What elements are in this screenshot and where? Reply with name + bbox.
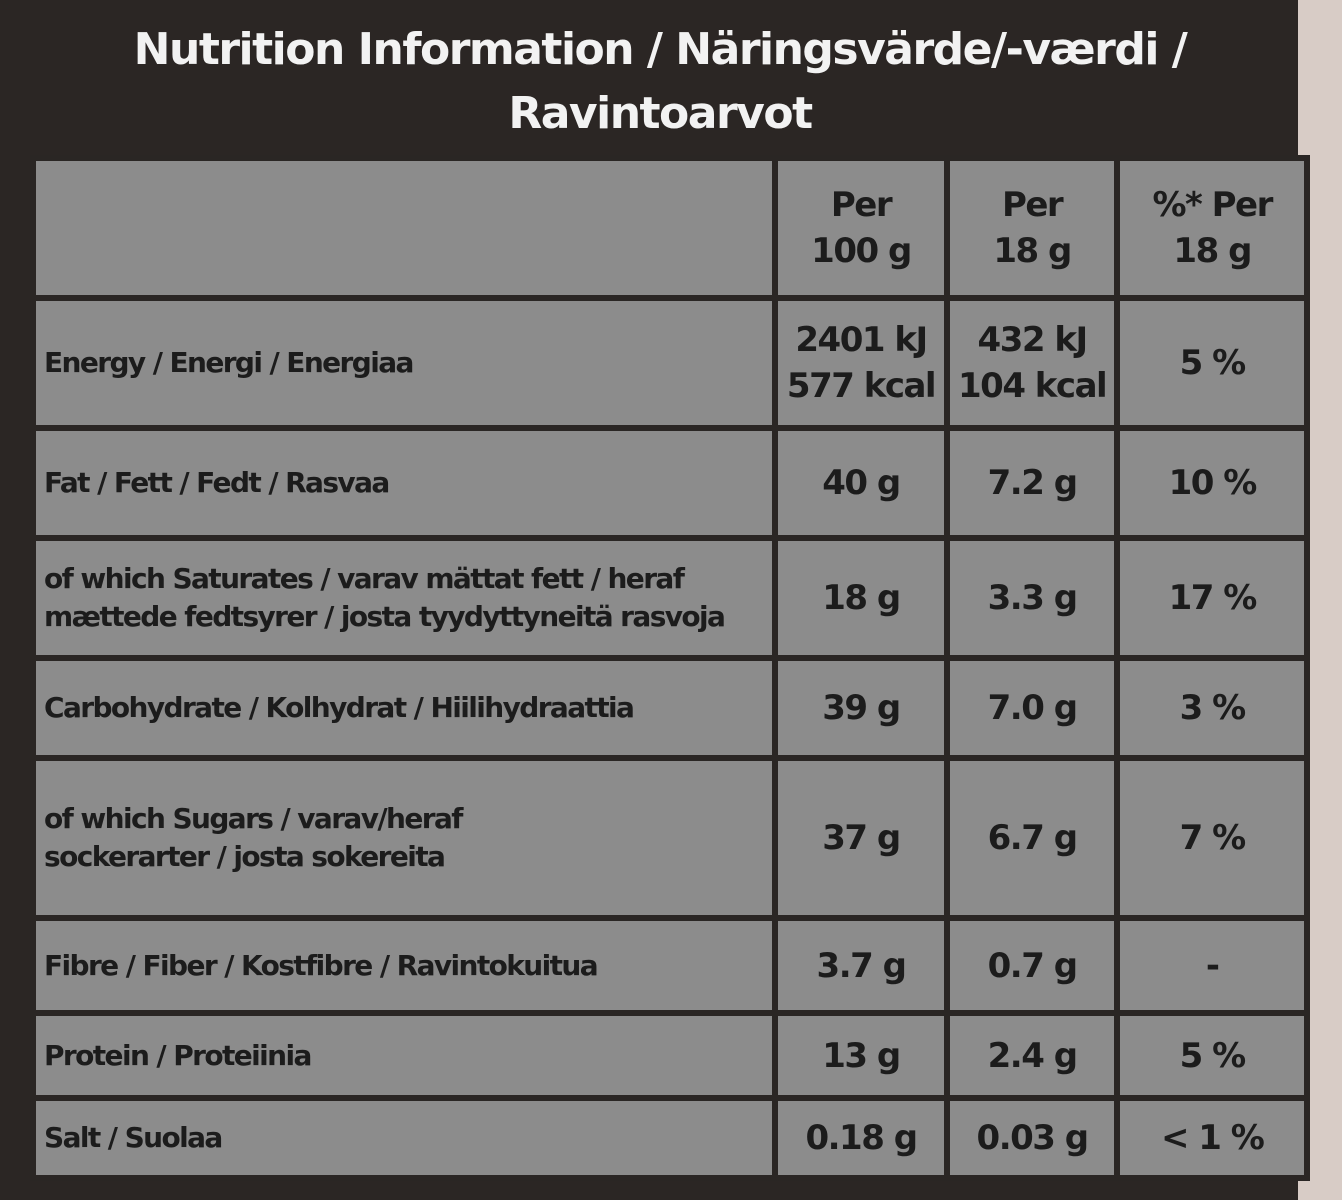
nutrient-value: 0.03 g: [943, 1095, 1121, 1181]
value-text: 0.7 g: [987, 945, 1078, 986]
nutrient-value: 13 g: [772, 1010, 950, 1101]
nutrient-name: Salt / Suolaa: [30, 1095, 778, 1181]
value-text: 37 g: [822, 818, 901, 858]
nutrient-value: 0.18 g: [772, 1095, 950, 1181]
nutrient-row: of which Sugars / varav/heraf sockerarter…: [30, 755, 1311, 921]
nutrient-label: Carbohydrate / Kolhydrat / Hiilihydraatt…: [44, 691, 635, 724]
nutrient-name: Energy / Energi / Energiaa: [30, 295, 778, 431]
header-text: %* Per: [1152, 185, 1273, 225]
header-cell: %* Per 18 g: [1114, 155, 1311, 301]
header-cell: Per 18 g: [943, 155, 1121, 301]
nutrient-value: 5 %: [1114, 295, 1311, 431]
nutrient-row: of which Saturates / varav mättat fett /…: [30, 535, 1311, 661]
header-cell: Per 100 g: [772, 155, 950, 301]
nutrient-name: of which Sugars / varav/heraf sockerarter…: [30, 755, 778, 921]
value-text: 7.0 g: [987, 688, 1078, 728]
header-cell: [30, 155, 778, 301]
nutrient-name: Carbohydrate / Kolhydrat / Hiilihydraatt…: [30, 655, 778, 761]
nutrient-value: 37 g: [772, 755, 950, 921]
nutrient-value: 3 %: [1114, 655, 1311, 761]
value-text: 7 %: [1179, 818, 1247, 858]
header-row: Per 100 g Per 18 g %* Per 18 g: [30, 155, 1311, 301]
nutrient-name: of which Saturates / varav mättat fett /…: [30, 535, 778, 661]
nutrient-value: 7.2 g: [943, 425, 1121, 541]
header-text: 100 g: [811, 231, 912, 271]
title-line: Ravintoarvot: [508, 88, 813, 139]
header-text: Per: [1001, 185, 1064, 225]
nutrient-value: 17 %: [1114, 535, 1311, 661]
nutrient-label: of which Sugars / varav/heraf: [44, 802, 463, 835]
value-text: 39 g: [822, 688, 901, 728]
nutrient-value: 6.7 g: [943, 755, 1121, 921]
nutrient-label: Fibre / Fiber / Kostfibre / Ravintokuitu…: [44, 948, 599, 982]
nutrient-name: Fibre / Fiber / Kostfibre / Ravintokuitu…: [30, 915, 778, 1016]
nutrient-row: Protein / Proteiinia 13 g 2.4 g 5 %: [30, 1010, 1311, 1101]
nutrient-row: Energy / Energi / Energiaa 2401 kJ 577 kca…: [30, 295, 1311, 431]
nutrient-label: Salt / Suolaa: [44, 1121, 223, 1154]
nutrient-value: 18 g: [772, 535, 950, 661]
value-text: 13 g: [822, 1035, 901, 1076]
nutrient-label: mættede fedtsyrer / josta tyydyttyneitä …: [44, 600, 726, 633]
nutrient-value: 432 kJ 104 kcal: [943, 295, 1121, 431]
nutrient-row: Fat / Fett / Fedt / Rasvaa 40 g 7.2 g 10 %: [30, 425, 1311, 541]
nutrient-label: Fat / Fett / Fedt / Rasvaa: [44, 466, 390, 499]
value-text: 40 g: [822, 463, 901, 503]
nutrition-table: Per 100 g Per 18 g %* Per 18 g Energy / Energi…: [30, 155, 1311, 1181]
value-text: 3.3 g: [987, 578, 1078, 618]
value-text: < 1 %: [1160, 1118, 1265, 1158]
nutrient-value: -: [1114, 915, 1311, 1016]
header-text: Per: [830, 185, 893, 225]
value-text: 104 kcal: [958, 366, 1108, 406]
nutrient-label: of which Saturates / varav mättat fett /…: [44, 562, 685, 595]
nutrient-value: < 1 %: [1114, 1095, 1311, 1181]
nutrient-value: 5 %: [1114, 1010, 1311, 1101]
nutrient-value: 10 %: [1114, 425, 1311, 541]
value-text: 577 kcal: [786, 366, 937, 406]
title-line: Nutrition Information / Näringsvärde/-væ…: [133, 24, 1188, 75]
nutrient-label: Energy / Energi / Energiaa: [44, 346, 414, 379]
value-text: 2.4 g: [987, 1035, 1078, 1076]
nutrient-name: Fat / Fett / Fedt / Rasvaa: [30, 425, 778, 541]
value-text: 10 %: [1168, 463, 1258, 503]
header-text: 18 g: [993, 231, 1072, 271]
value-text: 0.18 g: [805, 1118, 918, 1158]
nutrient-name: Protein / Proteiinia: [30, 1010, 778, 1101]
value-text: 7.2 g: [987, 463, 1078, 503]
value-text: 432 kJ: [977, 320, 1089, 360]
value-text: 3 %: [1179, 688, 1247, 728]
value-text: -: [1205, 945, 1220, 986]
nutrient-value: 2401 kJ 577 kcal: [772, 295, 950, 431]
nutrient-value: 3.7 g: [772, 915, 950, 1016]
nutrient-value: 40 g: [772, 425, 950, 541]
nutrient-value: 7 %: [1114, 755, 1311, 921]
nutrient-value: 7.0 g: [943, 655, 1121, 761]
nutrient-label: sockerarter / josta sokereita: [44, 840, 446, 873]
header-text: 18 g: [1173, 231, 1252, 271]
value-text: 17 %: [1168, 578, 1258, 618]
nutrient-value: 0.7 g: [943, 915, 1121, 1016]
title: Nutrition Information / Näringsvärde/-væ…: [30, 18, 1290, 146]
nutrient-row: Fibre / Fiber / Kostfibre / Ravintokuitu…: [30, 915, 1311, 1016]
value-text: 3.7 g: [816, 945, 907, 986]
nutrient-row: Carbohydrate / Kolhydrat / Hiilihydraatt…: [30, 655, 1311, 761]
nutrient-label: Protein / Proteiinia: [44, 1038, 312, 1072]
nutrient-value: 39 g: [772, 655, 950, 761]
value-text: 18 g: [822, 578, 901, 618]
nutrient-value: 2.4 g: [943, 1010, 1121, 1101]
value-text: 6.7 g: [987, 818, 1078, 858]
value-text: 5 %: [1179, 1035, 1247, 1076]
value-text: 0.03 g: [976, 1118, 1090, 1158]
nutrient-value: 3.3 g: [943, 535, 1121, 661]
value-text: 2401 kJ: [795, 320, 928, 360]
nutrient-row: Salt / Suolaa 0.18 g 0.03 g < 1 %: [30, 1095, 1311, 1181]
value-text: 5 %: [1179, 343, 1247, 383]
